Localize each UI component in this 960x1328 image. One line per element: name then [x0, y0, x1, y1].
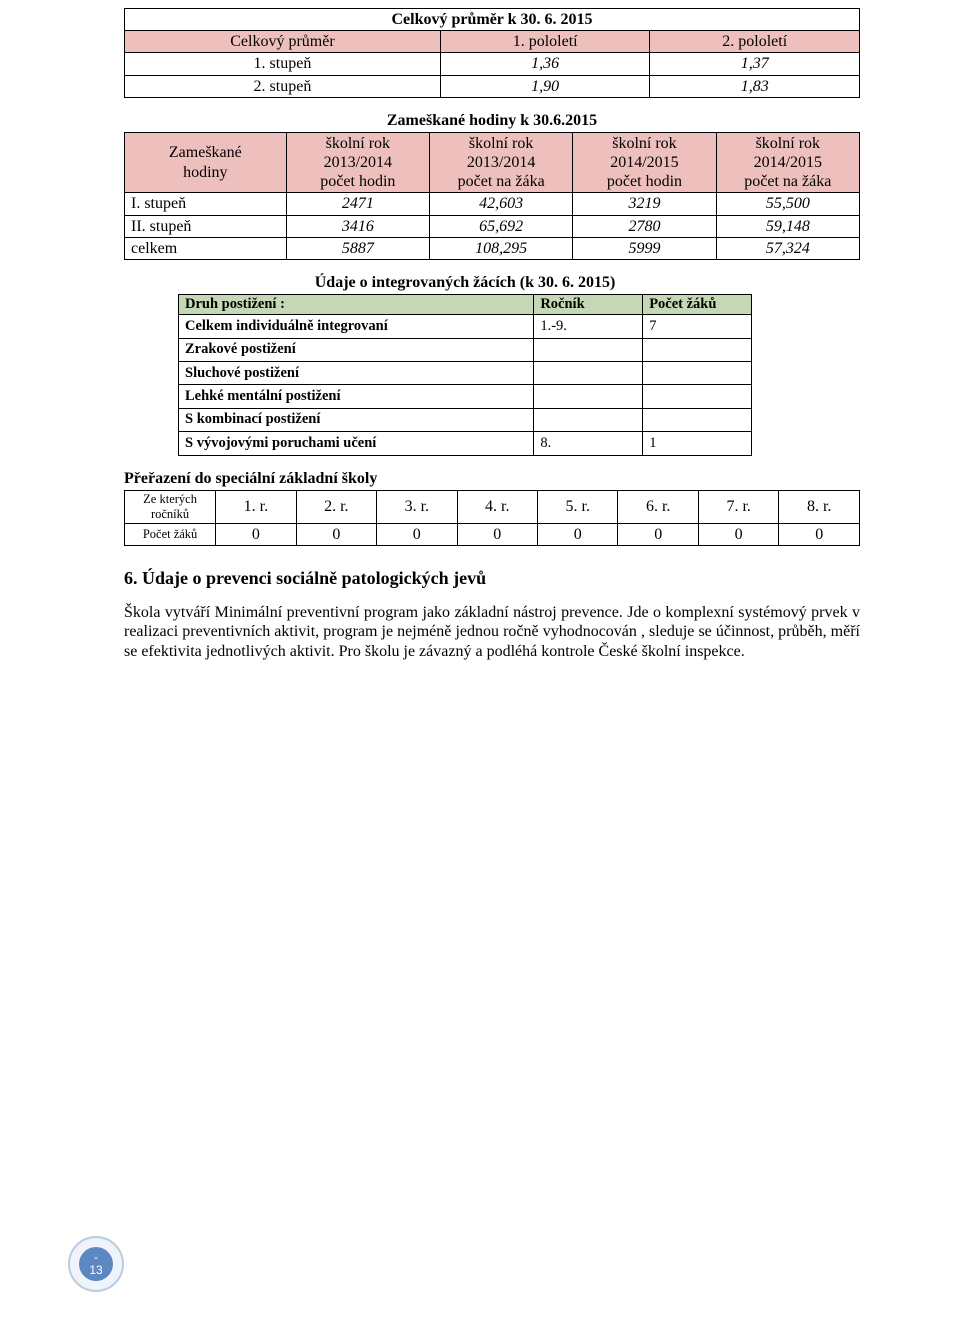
t3-r4-l: S kombinací postižení — [179, 408, 534, 431]
t2h3a: školní rok — [612, 135, 676, 152]
t2h0a: Zameškané — [169, 144, 242, 161]
t4-r1-7: 8. r. — [779, 490, 860, 523]
table1-r1-label: 2. stupeň — [125, 75, 441, 97]
t4-r2-3: 0 — [457, 523, 537, 545]
t2h4c: počet na žáka — [744, 173, 831, 190]
t4r1lb: ročníků — [151, 507, 189, 521]
t2-r0-c3: 3219 — [573, 193, 716, 215]
t2-r0-c1: 2471 — [286, 193, 429, 215]
t3-r4-c2 — [643, 408, 752, 431]
table1-r0-c1: 1,36 — [440, 53, 650, 75]
t4-r1-3: 4. r. — [457, 490, 537, 523]
t2-r0-label: I. stupeň — [125, 193, 287, 215]
t2-r1-label: II. stupeň — [125, 215, 287, 237]
heading-6: 6. Údaje o prevenci sociálně patologický… — [124, 568, 860, 589]
table-celkovy-prumer: Celkový průměr k 30. 6. 2015 Celkový prů… — [124, 8, 860, 98]
t2-r2-c2: 108,295 — [430, 237, 573, 259]
table2-h4: školní rok 2014/2015 počet na žáka — [716, 132, 859, 193]
t2-r1-c1: 3416 — [286, 215, 429, 237]
table1-h0: Celkový průměr — [125, 31, 441, 53]
table-zameskane-hodiny: Zameškané hodiny školní rok 2013/2014 po… — [124, 132, 860, 260]
t3-r0-l: Celkem individuálně integrovaní — [179, 315, 534, 338]
table2-h3: školní rok 2014/2015 počet hodin — [573, 132, 716, 193]
t4-r1-1: 2. r. — [296, 490, 376, 523]
pagenum-b: 13 — [89, 1263, 102, 1277]
t2-r0-c2: 42,603 — [430, 193, 573, 215]
t4-r1-4: 5. r. — [538, 490, 618, 523]
t2-r0-c4: 55,500 — [716, 193, 859, 215]
t4-r1-2: 3. r. — [377, 490, 457, 523]
t4-r1-6: 7. r. — [698, 490, 778, 523]
t2-r1-c3: 2780 — [573, 215, 716, 237]
t4-r1-0: 1. r. — [216, 490, 296, 523]
t2h3b: 2014/2015 — [610, 154, 678, 171]
table1-r0-label: 1. stupeň — [125, 53, 441, 75]
t4r1la: Ze kterých — [143, 492, 197, 506]
t3-r2-c1 — [534, 362, 643, 385]
section4-title: Přeřazení do speciální základní školy — [124, 470, 860, 488]
t2h2b: 2013/2014 — [467, 154, 535, 171]
t3-r2-c2 — [643, 362, 752, 385]
table1-h1: 1. pololetí — [440, 31, 650, 53]
t2h0b: hodiny — [183, 164, 227, 181]
t3-r5-c2: 1 — [643, 432, 752, 455]
table2-title: Zameškané hodiny k 30.6.2015 — [124, 98, 860, 132]
t4-r2-4: 0 — [538, 523, 618, 545]
t3-h1: Ročník — [534, 294, 643, 314]
t3-r4-c1 — [534, 408, 643, 431]
table1-r0-c2: 1,37 — [650, 53, 860, 75]
t2-r2-label: celkem — [125, 237, 287, 259]
t4-r2-2: 0 — [377, 523, 457, 545]
t2h1b: 2013/2014 — [324, 154, 392, 171]
t2h2a: školní rok — [469, 135, 533, 152]
table-prerazeni: Ze kterých ročníků 1. r. 2. r. 3. r. 4. … — [124, 490, 860, 546]
table1-r1-c2: 1,83 — [650, 75, 860, 97]
t3-r3-l: Lehké mentální postižení — [179, 385, 534, 408]
t3-r1-c1 — [534, 338, 643, 361]
t3-h2: Počet žáků — [643, 294, 752, 314]
t4-r2-5: 0 — [618, 523, 698, 545]
t3-r1-c2 — [643, 338, 752, 361]
t4-r2-0: 0 — [216, 523, 296, 545]
table-integrovani-zaci: Druh postižení : Ročník Počet žáků Celke… — [178, 294, 752, 456]
t3-r0-c1: 1.-9. — [534, 315, 643, 338]
t2h1c: počet hodin — [320, 173, 395, 190]
t2-r2-c3: 5999 — [573, 237, 716, 259]
page-number-badge: - 13 — [68, 1236, 124, 1292]
t4-r2-1: 0 — [296, 523, 376, 545]
t2h2c: počet na žáka — [458, 173, 545, 190]
t4-r2-7: 0 — [779, 523, 860, 545]
table1-h2: 2. pololetí — [650, 31, 860, 53]
t3-r3-c2 — [643, 385, 752, 408]
t2-r1-c2: 65,692 — [430, 215, 573, 237]
paragraph-prevence: Škola vytváří Minimální preventivní prog… — [124, 603, 860, 662]
table2-h2: školní rok 2013/2014 počet na žáka — [430, 132, 573, 193]
t3-r5-l: S vývojovými poruchami učení — [179, 432, 534, 455]
t2-r1-c4: 59,148 — [716, 215, 859, 237]
t2h3c: počet hodin — [607, 173, 682, 190]
t3-r1-l: Zrakové postižení — [179, 338, 534, 361]
t4-row2-label: Počet žáků — [125, 523, 216, 545]
t4-row1-label: Ze kterých ročníků — [125, 490, 216, 523]
t2-r2-c4: 57,324 — [716, 237, 859, 259]
t4-r1-5: 6. r. — [618, 490, 698, 523]
table2-h0: Zameškané hodiny — [125, 132, 287, 193]
table2-h1: školní rok 2013/2014 počet hodin — [286, 132, 429, 193]
t3-r5-c1: 8. — [534, 432, 643, 455]
t2h4a: školní rok — [756, 135, 820, 152]
table1-title: Celkový průměr k 30. 6. 2015 — [125, 9, 860, 31]
t3-r0-c2: 7 — [643, 315, 752, 338]
table3-title: Údaje o integrovaných žácích (k 30. 6. 2… — [178, 274, 752, 294]
t3-r3-c1 — [534, 385, 643, 408]
t2h1a: školní rok — [326, 135, 390, 152]
t4-r2-6: 0 — [698, 523, 778, 545]
t3-h0: Druh postižení : — [179, 294, 534, 314]
t3-r2-l: Sluchové postižení — [179, 362, 534, 385]
t2-r2-c1: 5887 — [286, 237, 429, 259]
t2h4b: 2014/2015 — [754, 154, 822, 171]
table1-r1-c1: 1,90 — [440, 75, 650, 97]
